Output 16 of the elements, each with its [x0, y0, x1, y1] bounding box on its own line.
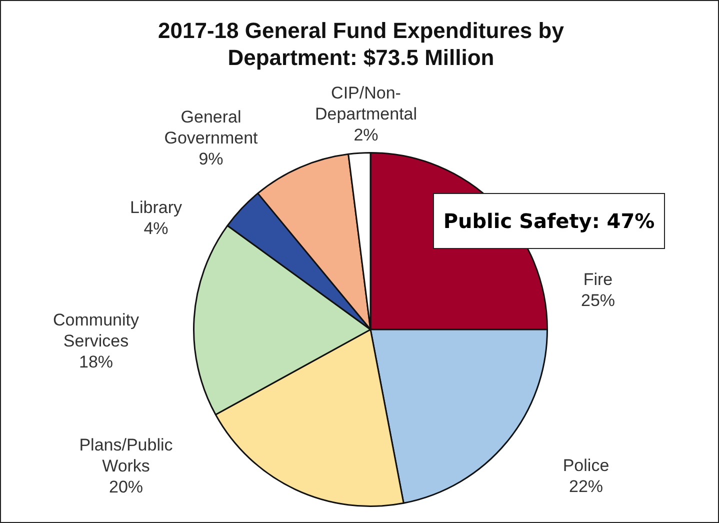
data-label: 4%: [144, 219, 168, 238]
data-label: 25%: [580, 291, 616, 310]
slice-label: Police: [562, 456, 610, 476]
chart-title: 2017-18 General Fund Expenditures by Department: $73.5 Million: [157, 17, 565, 71]
data-label: 22%: [568, 477, 604, 496]
slice-label: Fire: [583, 270, 613, 290]
slice-label: Community Services: [53, 310, 140, 351]
data-label: 2%: [354, 126, 378, 145]
slice-label: CIP/Non-Departmental: [314, 84, 418, 124]
data-label: 9%: [198, 150, 224, 169]
slice-label: General Government: [164, 108, 258, 148]
slice-label: Plans/Public Works: [79, 436, 174, 476]
text: Public Safety: 47%: [433, 193, 665, 249]
slice-label: Library: [130, 198, 182, 218]
data-label: 20%: [108, 478, 144, 497]
data-label: 18%: [78, 352, 114, 372]
